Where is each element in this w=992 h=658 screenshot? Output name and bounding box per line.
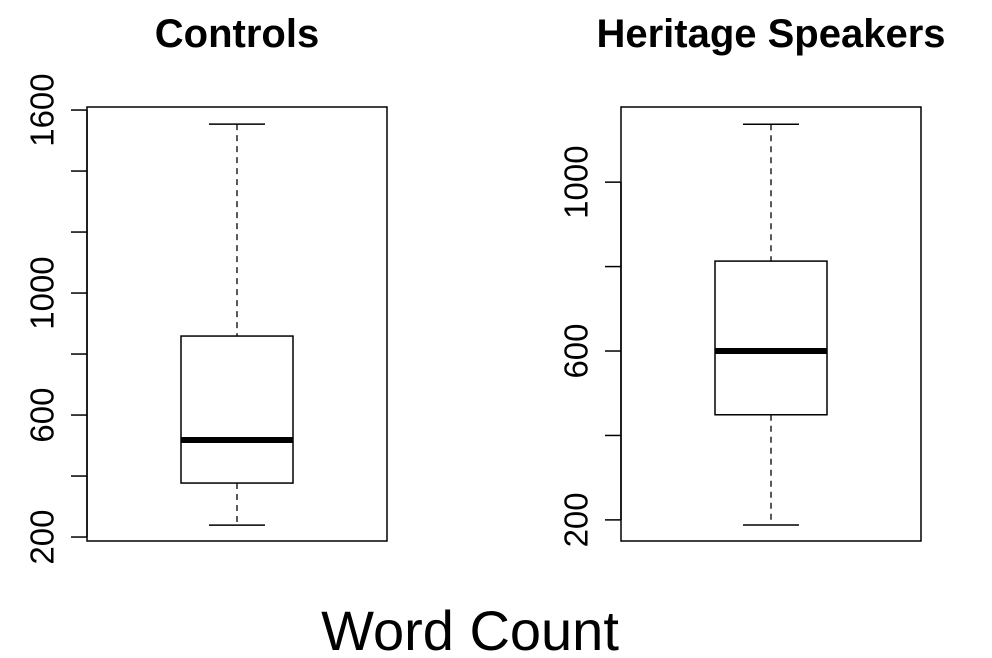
y-tick-label: 1000 xyxy=(558,145,595,218)
y-tick-label: 600 xyxy=(24,388,61,443)
caption: Word Count xyxy=(321,599,619,658)
box xyxy=(180,335,294,484)
panel-title: Controls xyxy=(155,12,319,56)
panel: Controls 200 600 1000 1600 xyxy=(24,12,388,565)
panel-title: Heritage Speakers xyxy=(596,12,945,56)
y-tick-label: 200 xyxy=(24,510,61,565)
box xyxy=(714,260,828,416)
y-tick-label: 1000 xyxy=(24,256,61,329)
y-tick-label: 200 xyxy=(558,492,595,547)
y-tick-label: 600 xyxy=(558,323,595,378)
panel: Heritage Speakers 200 600 1000 xyxy=(558,12,946,547)
y-tick-label: 1600 xyxy=(24,73,61,146)
